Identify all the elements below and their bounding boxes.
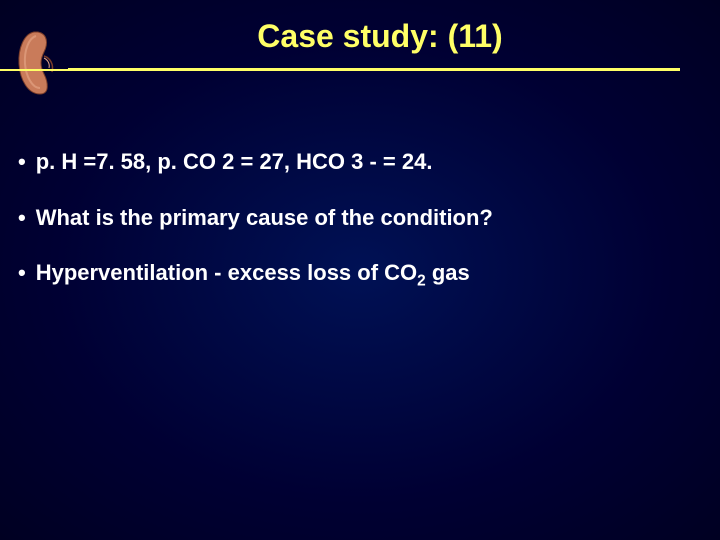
- bullet-dot-icon: •: [18, 260, 26, 286]
- bullet-dot-icon: •: [18, 205, 26, 231]
- slide-body: • p. H =7. 58, p. CO 2 = 27, HCO 3 - = 2…: [0, 100, 720, 291]
- bullet-text: p. H =7. 58, p. CO 2 = 27, HCO 3 - = 24.: [36, 148, 700, 176]
- kidney-icon: [14, 28, 72, 98]
- slide: Case study: (11) • p. H =7. 58, p. CO 2 …: [0, 0, 720, 540]
- bullet-text: Hyperventilation - excess loss of CO2 ga…: [36, 259, 700, 291]
- title-underline: [68, 68, 680, 71]
- bullet-item: • Hyperventilation - excess loss of CO2 …: [18, 259, 700, 291]
- bullet-item: • What is the primary cause of the condi…: [18, 204, 700, 232]
- slide-header: Case study: (11): [0, 0, 720, 100]
- title-underline: [0, 69, 68, 71]
- bullet-item: • p. H =7. 58, p. CO 2 = 27, HCO 3 - = 2…: [18, 148, 700, 176]
- bullet-dot-icon: •: [18, 149, 26, 175]
- bullet-text: What is the primary cause of the conditi…: [36, 204, 700, 232]
- slide-title: Case study: (11): [0, 18, 720, 55]
